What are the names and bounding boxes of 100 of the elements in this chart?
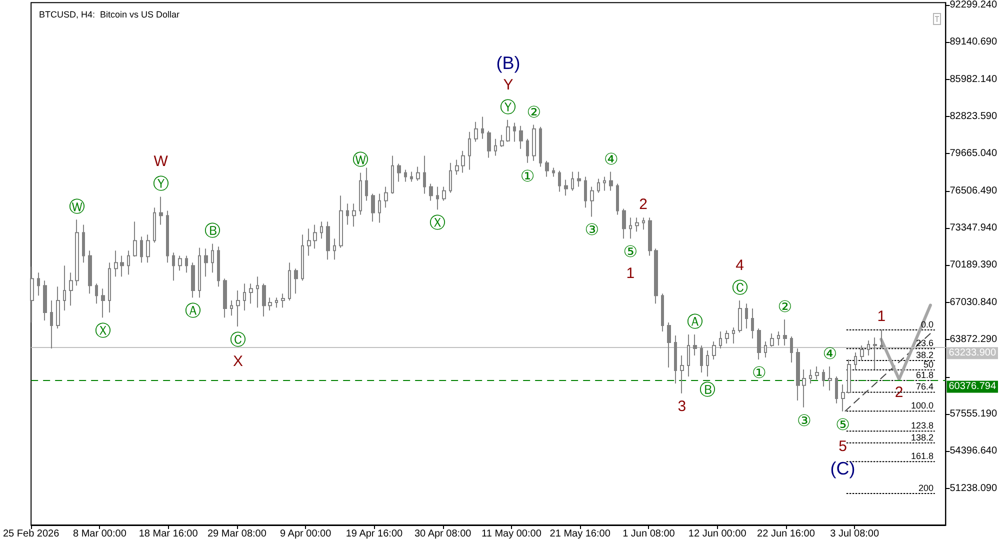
annotation: ③ xyxy=(584,220,600,240)
x-tick-label: 19 Apr 16:00 xyxy=(346,528,403,540)
candlestick xyxy=(854,352,857,370)
candlestick xyxy=(429,183,433,202)
candlestick xyxy=(751,308,754,340)
candlestick xyxy=(552,167,555,178)
candlestick xyxy=(301,234,304,282)
candlestick xyxy=(680,355,684,394)
candlestick xyxy=(365,167,368,202)
candlestick xyxy=(532,124,536,162)
candlestick xyxy=(217,246,220,288)
candlestick xyxy=(790,336,793,363)
annotation: 2 xyxy=(639,196,648,214)
candlestick xyxy=(416,166,420,182)
y-tick-label: 57555.190 xyxy=(950,408,998,420)
candlestick xyxy=(700,345,703,373)
candlestick xyxy=(352,203,356,228)
x-tick-label: 1 Jun 08:00 xyxy=(622,528,676,540)
annotation: ⑤ xyxy=(836,414,850,434)
candlestick xyxy=(796,348,800,401)
candlestick xyxy=(757,328,761,360)
candlestick xyxy=(294,268,298,294)
annotation: 138.2 xyxy=(910,432,934,442)
candlestick xyxy=(564,179,568,196)
candlestick xyxy=(693,334,697,356)
candlestick xyxy=(815,366,819,380)
annotation: 161.8 xyxy=(910,451,934,462)
candlestick xyxy=(642,217,645,230)
y-tick-label: 92299.240 xyxy=(950,0,998,10)
candlestick xyxy=(37,272,40,296)
x-tick-label: 18 Mar 16:00 xyxy=(138,528,198,540)
candlestick xyxy=(346,203,349,226)
annotation: 61.8 xyxy=(916,370,934,380)
annotation: Ⓦ xyxy=(69,197,86,216)
candlestick xyxy=(63,265,66,312)
candlestick xyxy=(822,369,825,387)
annotation: 200 xyxy=(918,482,934,493)
y-tick-label: 79665.040 xyxy=(950,148,998,160)
x-tick-label: 9 Apr 00:00 xyxy=(280,528,332,540)
x-tick-label: 22 Jun 16:00 xyxy=(757,528,816,540)
candlestick xyxy=(172,252,175,282)
annotation: (B) xyxy=(496,52,520,73)
candlestick xyxy=(654,248,658,304)
annotation: ③ xyxy=(797,410,812,430)
candlestick xyxy=(597,178,600,194)
candlestick xyxy=(307,228,311,256)
candlestick xyxy=(384,186,388,208)
annotation: W xyxy=(154,153,169,170)
annotation: 123.8 xyxy=(910,420,934,431)
annotation: 3 xyxy=(678,398,686,415)
candlestick xyxy=(198,247,201,298)
x-tick-label: 8 Mar 00:00 xyxy=(73,528,127,540)
annotation: Ⓦ xyxy=(352,150,368,170)
annotation: Ⓒ xyxy=(230,330,246,350)
candlestick xyxy=(236,290,240,328)
annotation: Ⓨ xyxy=(152,174,169,194)
candlestick xyxy=(50,300,53,349)
annotation: 38.2 xyxy=(916,350,934,360)
candlestick xyxy=(526,138,529,164)
candlestick xyxy=(847,359,851,394)
annotation: X xyxy=(233,353,244,370)
candlestick xyxy=(120,255,124,278)
candlestick xyxy=(841,384,845,412)
annotation: ② xyxy=(526,102,542,122)
candlestick xyxy=(494,138,497,156)
candlestick xyxy=(577,171,581,188)
candlestick xyxy=(706,350,709,377)
candlestick xyxy=(378,193,381,224)
candlestick xyxy=(82,224,85,264)
y-tick-label: 63872.290 xyxy=(950,334,998,346)
candlestick xyxy=(481,116,484,140)
candlestick xyxy=(603,176,606,192)
annotation: ④ xyxy=(604,149,618,168)
annotation: Ⓐ xyxy=(686,312,703,332)
annotation: Ⓒ xyxy=(732,278,748,298)
candlestick xyxy=(719,330,722,349)
candlestick xyxy=(506,119,510,142)
candlestick xyxy=(166,210,169,264)
candlestick xyxy=(616,183,619,216)
candlestick xyxy=(326,221,330,260)
candlestick xyxy=(371,193,375,222)
y-tick-label: 85982.140 xyxy=(950,74,998,85)
annotation: Ⓨ xyxy=(500,97,516,116)
candlestick xyxy=(159,196,163,226)
candlestick xyxy=(313,224,317,250)
annotation: ④ xyxy=(822,344,838,363)
candlestick xyxy=(43,280,47,322)
annotation: 5 xyxy=(838,438,847,455)
candlestick xyxy=(178,255,182,272)
candlestick xyxy=(635,217,639,232)
candlestick xyxy=(770,333,774,348)
candlestick xyxy=(133,221,137,258)
annotation: ⑤ xyxy=(623,242,638,262)
annotation: 0.0 xyxy=(920,319,934,330)
annotation: Ⓧ xyxy=(429,213,446,232)
candlestick xyxy=(712,341,716,360)
annotation: 4 xyxy=(736,257,744,274)
candlestick xyxy=(867,340,870,356)
candlestick xyxy=(571,171,574,192)
candlestick xyxy=(648,217,652,256)
